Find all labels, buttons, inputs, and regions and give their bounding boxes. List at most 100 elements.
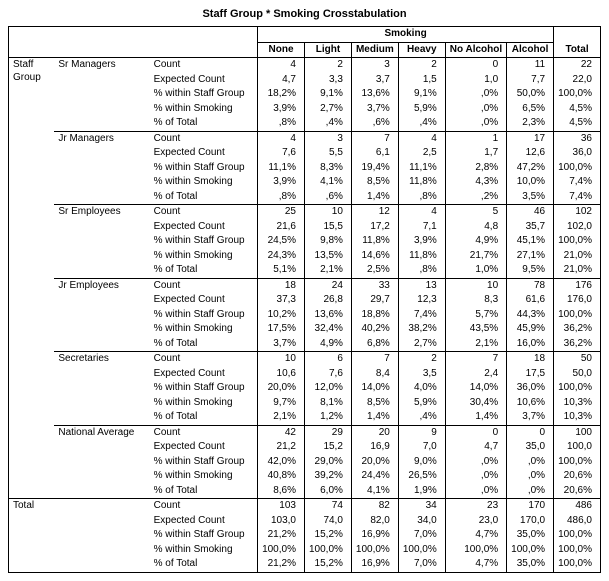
stat-label: Expected Count — [150, 440, 258, 455]
cell: 10 — [445, 278, 506, 293]
cell: 2,5 — [398, 146, 445, 161]
cell: 5,9% — [398, 102, 445, 117]
stat-label: % within Smoking — [150, 102, 258, 117]
cell: 100,0% — [507, 543, 554, 558]
cell: 16,9 — [351, 440, 398, 455]
cell: 22,0 — [554, 73, 601, 88]
stat-label: Count — [150, 205, 258, 220]
cell: 21,0% — [554, 249, 601, 264]
cell: 3,3 — [304, 73, 351, 88]
cell: 29 — [304, 425, 351, 440]
cell: 10,6% — [507, 396, 554, 411]
cell: 4,1% — [304, 175, 351, 190]
cell: 3,9% — [258, 175, 305, 190]
cell: 11,8% — [351, 234, 398, 249]
cell: ,8% — [398, 190, 445, 205]
cell: ,0% — [445, 455, 506, 470]
cell: 1,7 — [445, 146, 506, 161]
cell: 7,7 — [507, 73, 554, 88]
cell: 21,2% — [258, 557, 305, 572]
stat-label: % within Staff Group — [150, 87, 258, 102]
cell: 17,5% — [258, 322, 305, 337]
stat-label: % within Smoking — [150, 175, 258, 190]
cell: 39,2% — [304, 469, 351, 484]
cell: 103 — [258, 499, 305, 514]
cell: 40,8% — [258, 469, 305, 484]
cell: 0 — [507, 425, 554, 440]
cell: 1,4% — [351, 190, 398, 205]
stat-label: % within Staff Group — [150, 161, 258, 176]
cell: 30,4% — [445, 396, 506, 411]
cell: 100,0% — [351, 543, 398, 558]
stat-label: Expected Count — [150, 514, 258, 529]
cell: 3,7 — [351, 73, 398, 88]
cell: 35,0% — [507, 557, 554, 572]
stat-label: Expected Count — [150, 146, 258, 161]
cell: 100,0% — [398, 543, 445, 558]
cell: 0 — [445, 425, 506, 440]
cell: 15,2% — [304, 528, 351, 543]
stat-label: Expected Count — [150, 220, 258, 235]
cell: ,4% — [398, 116, 445, 131]
cell: 21,0% — [554, 263, 601, 278]
cell: 13,6% — [304, 308, 351, 323]
cell: 20,6% — [554, 484, 601, 499]
cell: 3 — [304, 131, 351, 146]
cell: 100,0% — [554, 543, 601, 558]
cell: 4,3% — [445, 175, 506, 190]
stat-label: % within Staff Group — [150, 381, 258, 396]
cell: 4,8 — [445, 220, 506, 235]
header-smoking: Smoking — [258, 27, 554, 43]
cell: ,8% — [258, 116, 305, 131]
cell: 5,7% — [445, 308, 506, 323]
cell: 1,9% — [398, 484, 445, 499]
cell: 2 — [304, 58, 351, 73]
cell: 50,0% — [507, 87, 554, 102]
cell: 78 — [507, 278, 554, 293]
cell: ,8% — [398, 263, 445, 278]
cell: 74,0 — [304, 514, 351, 529]
cell: 100,0% — [554, 308, 601, 323]
cell: 13 — [398, 278, 445, 293]
cell: 29,0% — [304, 455, 351, 470]
cell: 103,0 — [258, 514, 305, 529]
cell: 102,0 — [554, 220, 601, 235]
stat-label: Count — [150, 58, 258, 73]
cell: 7,4% — [554, 175, 601, 190]
stat-label: % within Smoking — [150, 469, 258, 484]
cell: 4 — [258, 131, 305, 146]
cell: 5,1% — [258, 263, 305, 278]
cell: 11,1% — [258, 161, 305, 176]
cell: 5 — [445, 205, 506, 220]
cell: 12,6 — [507, 146, 554, 161]
cell: 4,7 — [445, 440, 506, 455]
cell: 24 — [304, 278, 351, 293]
cell: 21,2% — [258, 528, 305, 543]
cell: ,8% — [258, 190, 305, 205]
cell: 29,7 — [351, 293, 398, 308]
cell: 10,6 — [258, 367, 305, 382]
cell: 4,9% — [304, 337, 351, 352]
cell: 100,0% — [554, 455, 601, 470]
cell: 100,0% — [554, 161, 601, 176]
cell: 35,0 — [507, 440, 554, 455]
cell: 4,5% — [554, 116, 601, 131]
cell: 100,0% — [554, 528, 601, 543]
cell: 16,9% — [351, 557, 398, 572]
cell: 8,6% — [258, 484, 305, 499]
cell: 2 — [398, 58, 445, 73]
cell: 100,0% — [554, 557, 601, 572]
cell: 7,0 — [398, 440, 445, 455]
cell: 4,7% — [445, 528, 506, 543]
cell: 16,0% — [507, 337, 554, 352]
row-group-label: StaffGroup — [9, 58, 55, 499]
cell: 37,3 — [258, 293, 305, 308]
cell: 2,3% — [507, 116, 554, 131]
cell: 9 — [398, 425, 445, 440]
cell: 7,4% — [398, 308, 445, 323]
cell: 82,0 — [351, 514, 398, 529]
cell: 18,2% — [258, 87, 305, 102]
cell: 3,9% — [258, 102, 305, 117]
cell: ,4% — [304, 116, 351, 131]
cell: ,6% — [304, 190, 351, 205]
